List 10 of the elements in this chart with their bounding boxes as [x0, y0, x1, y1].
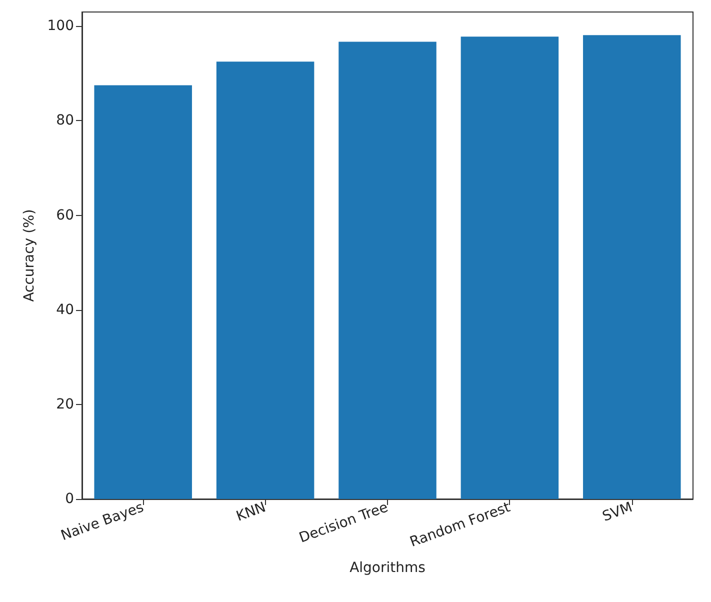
- y-tick-label: 20: [56, 396, 74, 412]
- y-tick-label: 40: [56, 302, 74, 318]
- y-tick-label: 0: [65, 491, 74, 507]
- x-tick-label: SVM: [600, 499, 635, 525]
- y-tick-label: 60: [56, 207, 74, 224]
- y-tick-label: 100: [47, 18, 74, 34]
- y-tick-label: 80: [56, 112, 74, 129]
- x-tick-label: KNN: [234, 499, 268, 525]
- y-axis-title: Accuracy (%): [21, 209, 38, 302]
- x-axis-title: Algorithms: [350, 560, 426, 576]
